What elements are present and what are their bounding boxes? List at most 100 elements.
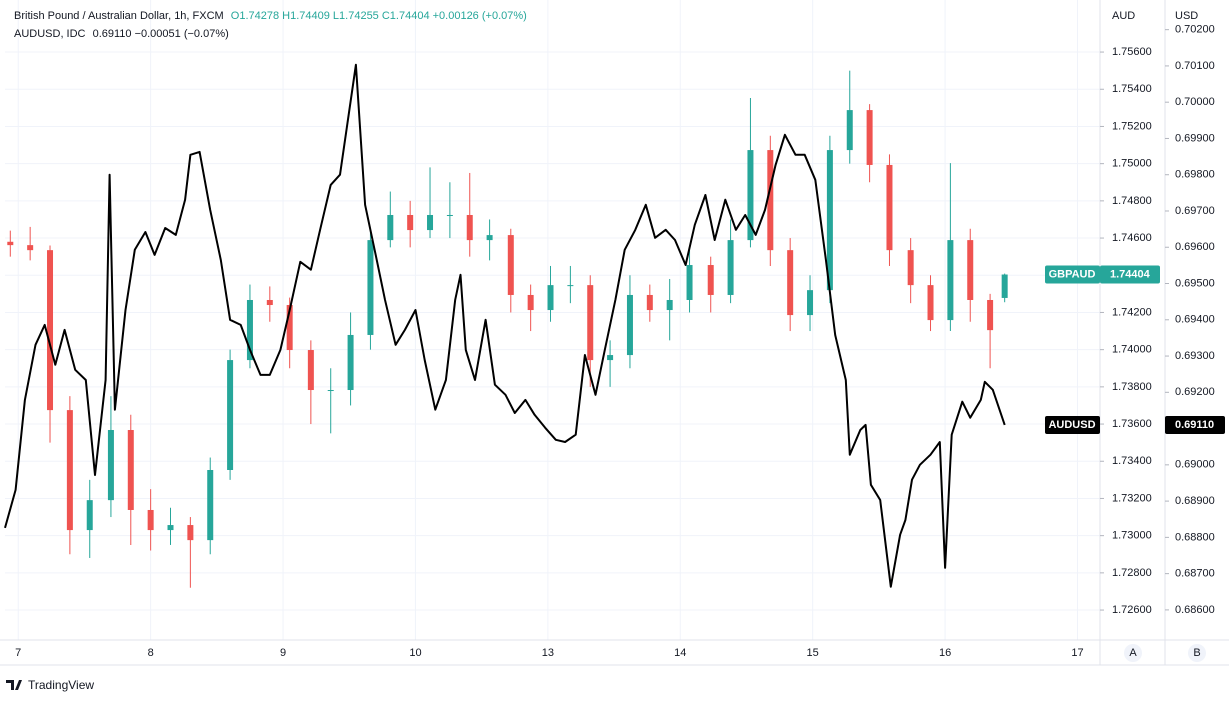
y2-tick-label: 0.69300 xyxy=(1175,350,1215,362)
x-tick-label: 13 xyxy=(542,647,554,659)
series-tag xyxy=(1045,415,1100,434)
x-tick-label: 15 xyxy=(807,647,819,659)
line-series xyxy=(4,63,1006,588)
symbol-title: British Pound / Australian Dollar, 1h, F… xyxy=(14,10,224,22)
compare-header: AUDUSD, IDC 0.69110 −0.00051 (−0.07%) xyxy=(14,28,229,40)
x-tick-label: 10 xyxy=(409,647,421,659)
candle-body xyxy=(207,469,214,541)
candle-body xyxy=(707,265,714,295)
candle-body xyxy=(527,294,534,311)
candle-body xyxy=(547,285,554,311)
candle-body xyxy=(327,390,334,392)
y-axis-label: AUD xyxy=(1112,10,1135,22)
y2-tick-label: 0.69000 xyxy=(1175,459,1215,471)
candle-body xyxy=(407,214,414,231)
candle-body xyxy=(587,285,594,361)
y2-tick-label: 0.68600 xyxy=(1175,604,1215,616)
y-tick-label: 1.73800 xyxy=(1112,381,1152,393)
candle-body xyxy=(187,525,194,541)
y2-tick-label: 0.69700 xyxy=(1175,205,1215,217)
logo: TradingView xyxy=(6,678,94,692)
y-tick-label: 1.73400 xyxy=(1112,455,1152,467)
y-tick-label: 1.74800 xyxy=(1112,195,1152,207)
price-tag-label: 0.69110 xyxy=(1175,419,1214,431)
y2-tick-label: 0.69400 xyxy=(1175,314,1215,326)
axis-button[interactable] xyxy=(1124,644,1142,662)
x-tick-label: 9 xyxy=(280,647,286,659)
y-tick-label: 1.74000 xyxy=(1112,344,1152,356)
candle-body xyxy=(107,430,114,501)
candle-body xyxy=(666,299,673,311)
candle-body xyxy=(387,214,394,241)
x-tick-label: 14 xyxy=(674,647,686,659)
candle-body xyxy=(907,250,914,286)
candle-body xyxy=(727,240,734,295)
compare-values: 0.69110 −0.00051 (−0.07%) xyxy=(93,28,229,40)
grid xyxy=(5,0,1100,640)
candle-body xyxy=(47,250,54,411)
candle-body xyxy=(127,430,134,510)
series-tag-label: GBPAUD xyxy=(1049,268,1096,280)
candle-body xyxy=(307,350,314,391)
price-tag xyxy=(1165,415,1225,434)
series-tag xyxy=(1045,265,1100,284)
candle-body xyxy=(66,410,73,531)
x-tick-label: 16 xyxy=(939,647,951,659)
candle-body xyxy=(266,299,273,306)
plot-area xyxy=(4,63,1008,588)
candle-body xyxy=(866,110,873,165)
candle-body xyxy=(607,355,614,361)
y2-tick-label: 0.70200 xyxy=(1175,24,1215,36)
candle-body xyxy=(886,164,893,251)
y-tick-label: 1.73200 xyxy=(1112,492,1152,504)
series-tag-label: AUDUSD xyxy=(1048,419,1095,431)
candle-body xyxy=(767,150,774,251)
y2-tick-label: 0.68700 xyxy=(1175,568,1215,580)
y-tick-label: 1.72600 xyxy=(1112,604,1152,616)
candle-body xyxy=(347,334,354,391)
y2-tick-label: 0.70100 xyxy=(1175,60,1215,72)
candle-body xyxy=(486,235,493,241)
logo-icon xyxy=(6,680,22,690)
candle-body xyxy=(846,110,853,151)
candle-body xyxy=(927,285,934,321)
candle-body xyxy=(86,500,93,531)
candle-body xyxy=(147,509,154,531)
candle-body xyxy=(967,240,974,300)
axis-button-label[interactable]: B xyxy=(1193,647,1200,659)
candle-body xyxy=(807,290,814,316)
y2-tick-label: 0.70000 xyxy=(1175,96,1215,108)
compare-title: AUDUSD, IDC xyxy=(14,28,86,40)
y2-tick-label: 0.69500 xyxy=(1175,277,1215,289)
x-tick-label: 7 xyxy=(15,647,21,659)
y-tick-label: 1.75600 xyxy=(1112,46,1152,58)
y-tick-label: 1.72800 xyxy=(1112,567,1152,579)
axis-button-label[interactable]: A xyxy=(1129,647,1137,659)
candle-body xyxy=(27,245,34,251)
candle-body xyxy=(167,525,174,531)
candle-body xyxy=(1001,274,1008,298)
candle-body xyxy=(286,305,293,351)
candle-body xyxy=(787,250,794,316)
y2-tick-label: 0.69800 xyxy=(1175,169,1215,181)
y2-tick-label: 0.69200 xyxy=(1175,386,1215,398)
header: British Pound / Australian Dollar, 1h, F… xyxy=(14,10,527,22)
axes: 1.72600 1.72800 1.73000 1.73200 1.73400 1.736… xyxy=(15,24,1225,659)
candle-body xyxy=(446,214,453,216)
candle-body xyxy=(567,285,574,287)
candle-body xyxy=(246,299,253,361)
candle-body xyxy=(626,294,633,356)
y-tick-label: 1.75400 xyxy=(1112,83,1152,95)
candle-body xyxy=(227,360,234,470)
price-tag-label: 1.74404 xyxy=(1110,268,1151,280)
x-tick-label: 8 xyxy=(148,647,154,659)
y-tick-label: 1.73600 xyxy=(1112,418,1152,430)
y-tick-label: 1.75200 xyxy=(1112,120,1152,132)
candle-body xyxy=(507,235,514,295)
candle-body xyxy=(747,150,754,241)
candle-body xyxy=(826,150,833,291)
ohlc-values: O1.74278 H1.74409 L1.74255 C1.74404 +0.0… xyxy=(231,10,527,22)
axis-button[interactable] xyxy=(1188,644,1206,662)
